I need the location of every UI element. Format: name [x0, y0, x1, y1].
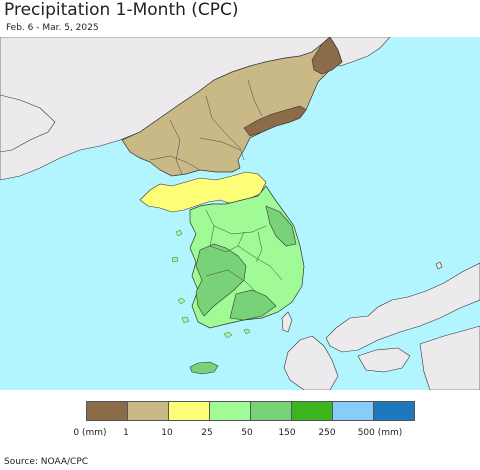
japan-shikoku — [357, 347, 411, 373]
japan-kyushu — [283, 335, 339, 390]
precipitation-legend — [86, 401, 415, 421]
legend-tick-label: 500 (mm) — [357, 428, 403, 438]
north-korea-region — [121, 37, 343, 177]
jeju-island — [189, 361, 219, 375]
legend-tick-label: 1 — [123, 428, 129, 438]
province-boundaries — [149, 79, 283, 293]
legend-tick-label: 250 — [318, 428, 336, 438]
northeast-dry-strip — [311, 37, 343, 75]
source-credit: Source: NOAA/CPC — [4, 457, 89, 467]
legend-swatch-3 — [209, 402, 250, 420]
legend-swatch-0 — [87, 402, 127, 420]
precipitation-map — [0, 37, 480, 390]
coastal-islands — [171, 229, 251, 339]
legend-tick-label: 25 — [201, 428, 213, 438]
legend-swatch-5 — [291, 402, 332, 420]
japan-honshu — [325, 262, 480, 353]
legend-tick-label: 50 — [241, 428, 253, 438]
southeast-wet-patch — [229, 289, 277, 321]
legend-tick-label: 150 — [278, 428, 296, 438]
ulleung-island — [435, 261, 443, 270]
legend-tick-label: 10 — [161, 428, 173, 438]
map-subtitle: Feb. 6 - Mar. 5, 2025 — [6, 23, 99, 33]
legend-tick-label: 0 (mm) — [73, 428, 107, 438]
tsushima-island — [281, 311, 293, 333]
legend-swatch-2 — [168, 402, 209, 420]
liaodong-peninsula — [0, 94, 56, 153]
east-coast-dry-band — [243, 105, 307, 137]
japan-honshu-south — [419, 325, 480, 390]
legend-swatch-1 — [127, 402, 168, 420]
legend-swatch-4 — [250, 402, 291, 420]
legend-swatch-6 — [332, 402, 373, 420]
legend-swatch-7 — [373, 402, 414, 420]
east-mountain-wet-patch — [265, 205, 297, 247]
map-title: Precipitation 1-Month (CPC) — [4, 0, 239, 20]
southwest-wet-patch — [195, 243, 247, 317]
